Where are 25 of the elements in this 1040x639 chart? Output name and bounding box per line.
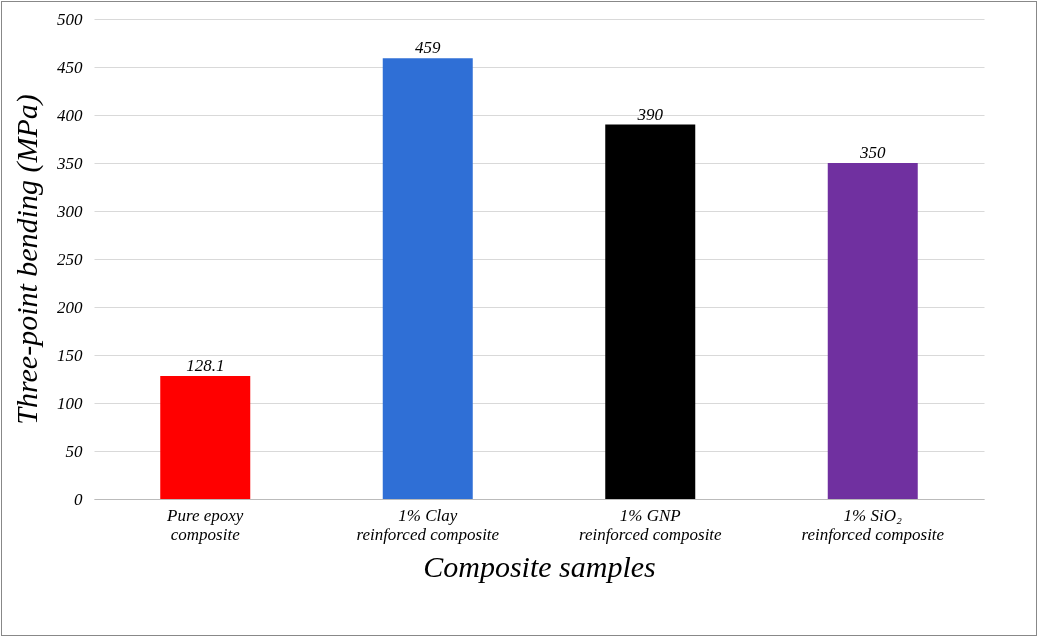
y-tick-label: 350 (56, 153, 83, 173)
data-label: 390 (636, 104, 664, 124)
y-tick-label: 200 (57, 297, 83, 317)
data-label: 350 (859, 143, 886, 162)
y-tick-label: 250 (57, 249, 83, 269)
data-label: 459 (415, 38, 441, 58)
x-axis-title: Composite samples (423, 549, 656, 583)
y-tick-label: 500 (57, 9, 83, 29)
y-tick-label: 100 (57, 393, 83, 413)
x-tick-label: 1% GNP reinforced composite (578, 505, 723, 544)
y-tick-label: 50 (65, 441, 83, 461)
y-tick-label: 300 (56, 201, 83, 221)
bar (605, 124, 696, 499)
x-tick-label: 1% SiO₂ reinforced composite (801, 505, 945, 544)
bar (382, 58, 473, 499)
x-tick-label: 1% Clay reinforced composite (356, 505, 500, 544)
data-label: 128.1 (186, 356, 225, 376)
y-tick-label: 450 (57, 57, 83, 77)
y-axis-title: Three-point bending (MPa) (10, 94, 44, 425)
bar (827, 163, 918, 499)
bar (160, 376, 251, 499)
y-tick-label: 0 (74, 489, 83, 509)
y-tick-label: 150 (57, 345, 83, 365)
y-tick-label: 400 (57, 105, 83, 125)
x-tick-label: Pure epoxy composite (166, 505, 244, 544)
